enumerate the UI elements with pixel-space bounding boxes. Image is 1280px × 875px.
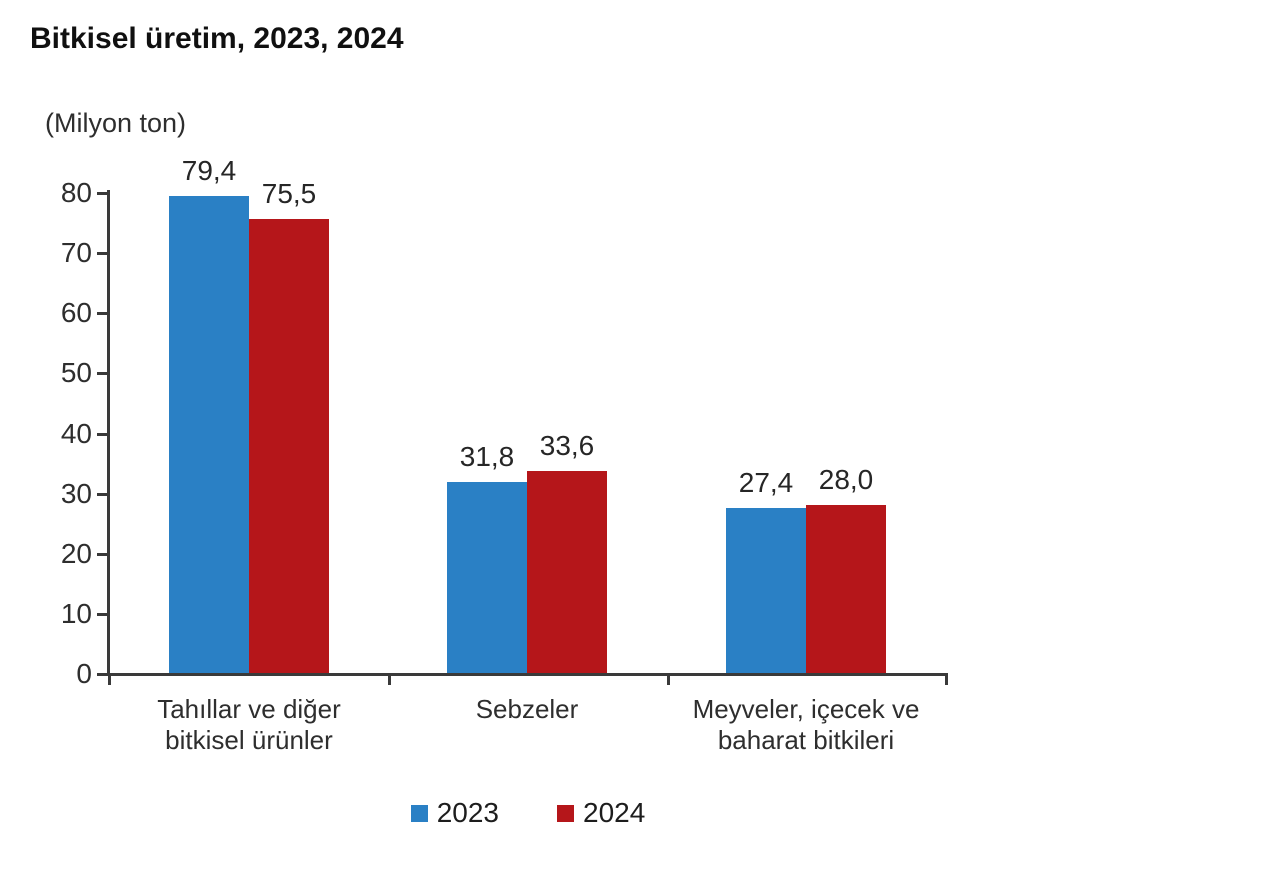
bar-2023-category-2: [447, 482, 527, 673]
legend-swatch-2024: [557, 804, 574, 822]
value-label-2023-category-2: 31,8: [459, 441, 515, 472]
chart-title: Bitkisel üretim, 2023, 2024: [30, 22, 404, 55]
value-label-2024-category-1: 75,5: [261, 178, 317, 209]
legend-swatch-2023: [410, 804, 428, 822]
y-axis-tick: [97, 673, 107, 676]
y-axis-tick: [97, 192, 107, 195]
y-axis-tick-label: 70: [60, 237, 92, 268]
x-axis-line: [107, 673, 948, 676]
value-label-2024-category-2: 33,6: [539, 430, 595, 461]
y-axis-tick-label: 50: [60, 357, 92, 388]
y-axis-tick-label: 80: [60, 177, 92, 208]
y-axis-tick-label: 10: [60, 598, 92, 629]
y-axis-tick-label: 60: [60, 297, 92, 328]
x-axis-category-label-line: bitkisel ürünler: [165, 725, 333, 755]
y-axis-line: [107, 190, 110, 676]
y-axis-tick-label: 40: [60, 418, 92, 449]
bar-2024-category-1: [249, 219, 329, 673]
y-axis-unit-label: (Milyon ton): [45, 108, 187, 138]
x-axis-tick: [667, 675, 670, 685]
y-axis-tick-label: 0: [76, 658, 92, 689]
y-axis-tick: [97, 372, 107, 375]
legend: 2023 2024: [108, 797, 948, 829]
value-label-2024-category-3: 28,0: [818, 464, 874, 495]
x-axis-category-label-1: Tahıllar ve diğer bitkisel ürünler: [79, 694, 419, 756]
y-axis-tick: [97, 433, 107, 436]
y-axis-tick: [97, 252, 107, 255]
x-axis-tick: [388, 675, 391, 685]
bar-2024-category-3: [806, 505, 886, 673]
y-axis-tick: [97, 613, 107, 616]
legend-item-2023: 2023: [410, 797, 499, 829]
legend-label-2024: 2024: [583, 797, 646, 828]
legend-label-2023: 2023: [436, 797, 499, 828]
bar-2023-category-1: [169, 196, 249, 673]
bar-2024-category-2: [527, 471, 607, 673]
value-label-2023-category-1: 79,4: [181, 155, 237, 186]
y-axis-tick: [97, 493, 107, 496]
x-axis-tick: [945, 675, 948, 685]
x-axis-category-label-2: Sebzeler: [357, 694, 697, 725]
x-axis-tick: [108, 675, 111, 685]
x-axis-category-label-line: Sebzeler: [475, 694, 579, 724]
y-axis-tick: [97, 553, 107, 556]
y-axis-tick-label: 30: [60, 478, 92, 509]
bar-2023-category-3: [726, 508, 806, 673]
x-axis-category-label-line: baharat bitkileri: [717, 725, 895, 755]
x-axis-category-label-3: Meyveler, içecek ve baharat bitkileri: [636, 694, 976, 756]
x-axis-category-label-line: Meyveler, içecek ve: [692, 694, 920, 724]
y-axis-tick: [97, 312, 107, 315]
value-label-2023-category-3: 27,4: [738, 467, 794, 498]
y-axis-tick-label: 20: [60, 538, 92, 569]
x-axis-category-label-line: Tahıllar ve diğer: [157, 694, 341, 724]
legend-item-2024: 2024: [557, 797, 645, 829]
